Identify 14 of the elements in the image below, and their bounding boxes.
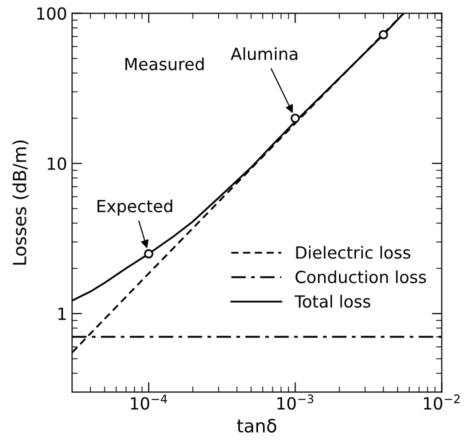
annotation: Measured [125,57,204,70]
y-tick-label: 100 [37,7,66,20]
legend-label: Total loss [294,294,370,308]
x-axis-title: tanδ [237,418,276,433]
y-tick-label: 1 [58,308,66,320]
y-tick-label: 10 [48,157,66,170]
legend-label: Dielectric loss [296,246,410,259]
x-tick-label: 10$^{−3}$ [277,394,314,410]
legend-label: Conduction loss [296,270,426,284]
x-tick-label: 10$^{−2}$ [424,394,460,410]
x-tick-label: 10$^{−4}$ [130,394,168,410]
y-axis-title: Losses (dB/m) [12,140,28,265]
annotation: Alumina [230,47,298,60]
annotation: Expected [98,199,172,216]
